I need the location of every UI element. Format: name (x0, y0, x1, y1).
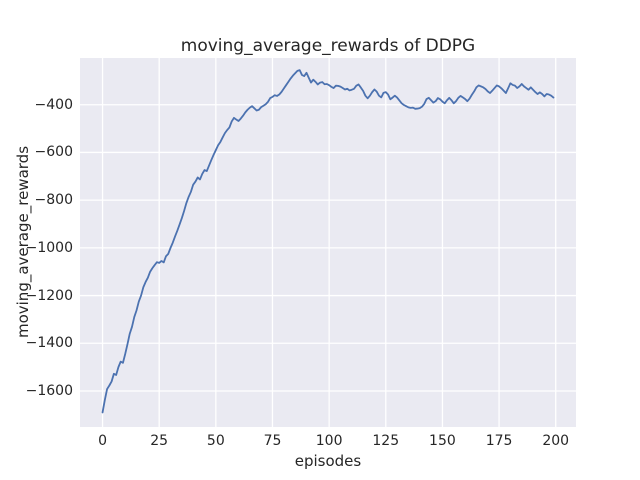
y-axis-label: moving_average_rewards (14, 145, 32, 339)
y-tick-label: −400 (34, 96, 73, 113)
x-tick-label: 0 (98, 433, 107, 449)
x-tick-label: 150 (429, 433, 456, 449)
y-tick-label: −600 (34, 144, 73, 161)
vertical-gridlines (101, 58, 557, 427)
x-tick-label: 75 (263, 433, 282, 449)
horizontal-gridlines (80, 104, 576, 392)
x-tick-label: 200 (542, 433, 570, 449)
y-tick-label: −1000 (25, 239, 73, 256)
plot-area (80, 58, 576, 427)
x-tick-label: 125 (372, 433, 400, 449)
x-tick-label: 25 (150, 433, 169, 449)
x-axis-label: episodes (294, 452, 362, 470)
reward-curve (101, 69, 555, 414)
y-tick-label: −1200 (25, 287, 73, 304)
x-tick-label: 100 (315, 433, 343, 449)
y-tick-label: −1400 (25, 335, 73, 352)
x-tick-label: 175 (485, 433, 513, 449)
line-plot-svg (80, 58, 576, 427)
x-tick-label: 50 (206, 433, 225, 449)
y-tick-label: −1600 (25, 382, 73, 399)
chart-title: moving_average_rewards of DDPG (180, 36, 476, 56)
y-tick-label: −800 (34, 192, 73, 209)
